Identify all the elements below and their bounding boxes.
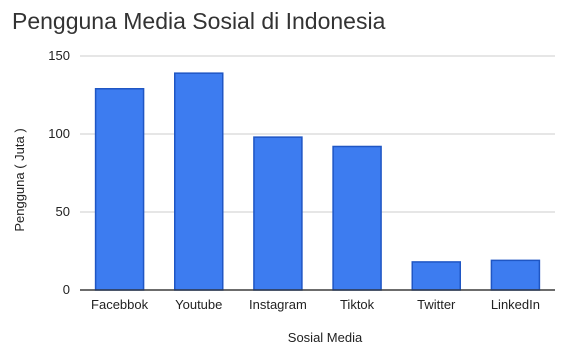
x-axis-title: Sosial Media xyxy=(288,330,363,345)
bar-linkedin xyxy=(490,259,541,291)
x-tick-label-twitter: Twitter xyxy=(417,297,456,312)
y-tick-label-1: 50 xyxy=(56,204,70,219)
bar-youtube xyxy=(174,72,224,291)
x-tick-label-youtube: Youtube xyxy=(175,297,222,312)
x-tick-label-tiktok: Tiktok xyxy=(340,297,375,312)
chart-title: Pengguna Media Sosial di Indonesia xyxy=(12,8,386,34)
y-tick-label-3: 150 xyxy=(48,48,70,63)
bar-instagram xyxy=(253,136,303,291)
bar-facebbok xyxy=(94,88,145,291)
bar-tiktok xyxy=(332,145,382,291)
x-tick-label-instagram: Instagram xyxy=(249,297,307,312)
y-axis-title: Pengguna ( Juta ) xyxy=(12,128,27,231)
y-tick-label-0: 0 xyxy=(63,282,70,297)
x-tick-label-facebbok: Facebbok xyxy=(91,297,149,312)
bar-twitter xyxy=(411,261,461,291)
x-tick-label-linkedin: LinkedIn xyxy=(491,297,540,312)
y-tick-label-2: 100 xyxy=(48,126,70,141)
